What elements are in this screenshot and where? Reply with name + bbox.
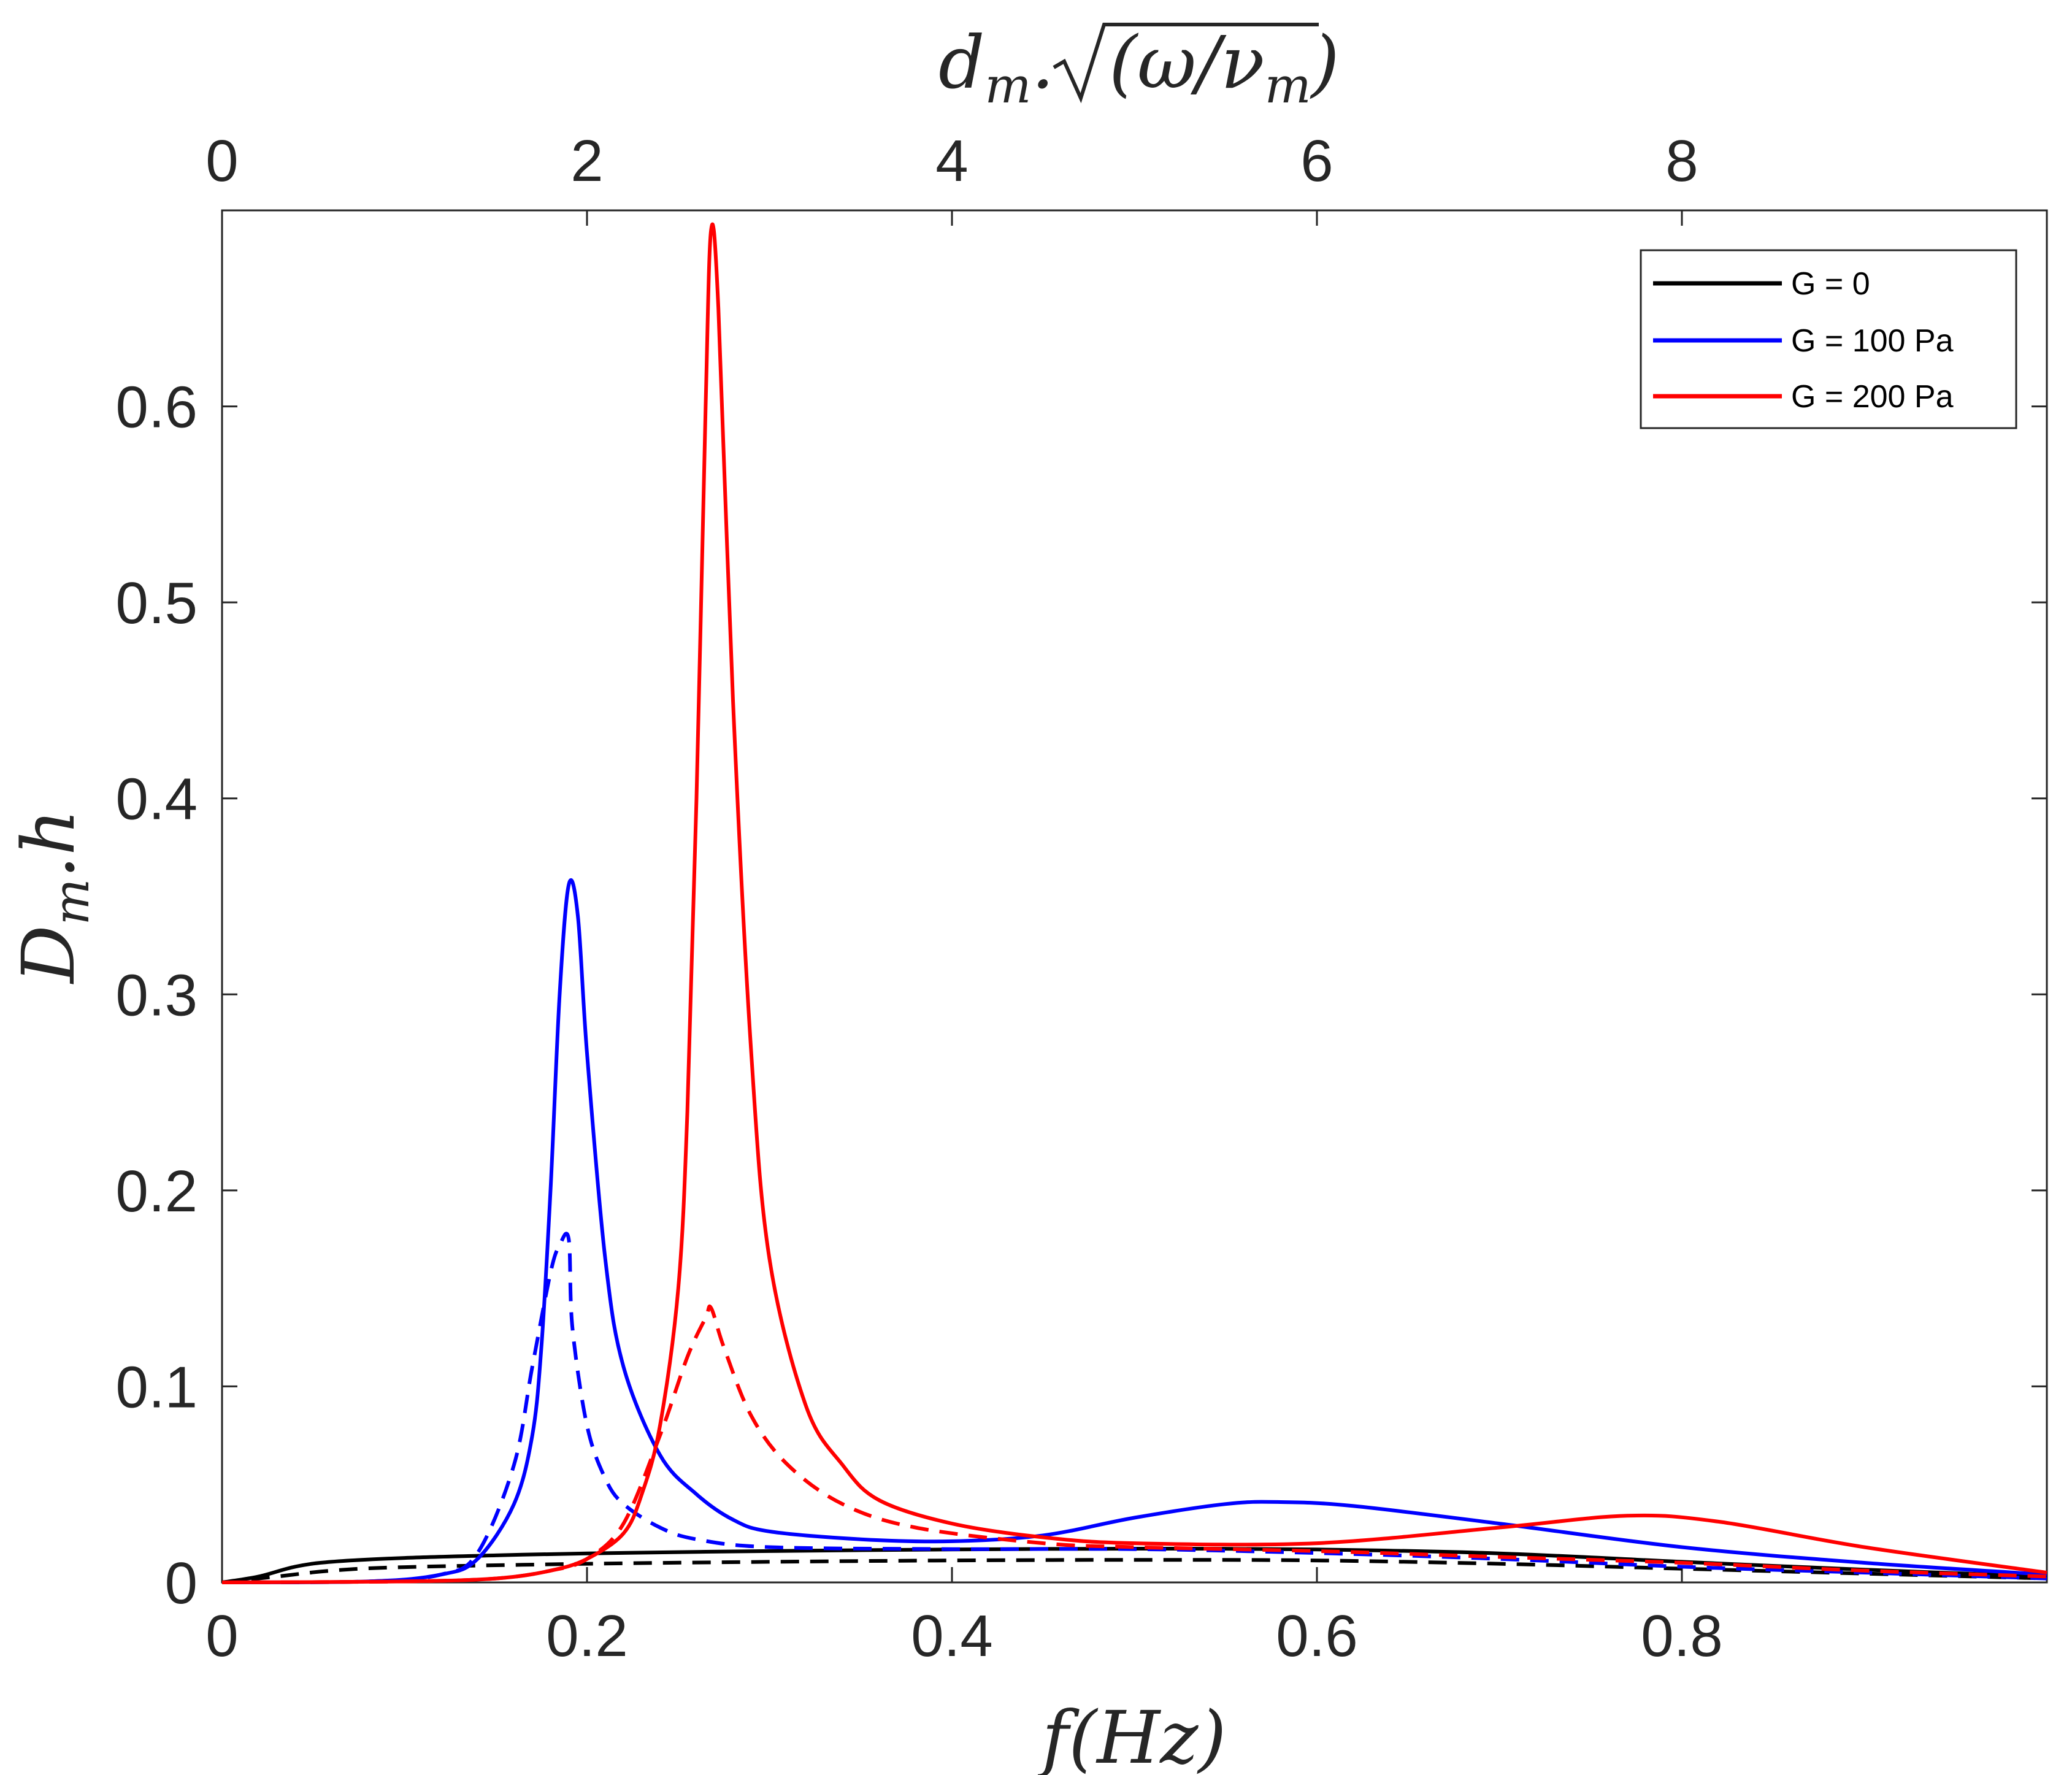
legend-label-g200: G = 200 Pa: [1791, 379, 1954, 415]
top-tick-label: 8: [1665, 128, 1698, 194]
x-tick-label: 0: [205, 1603, 238, 1669]
series-line-g-100-pa-solid: [221, 878, 2047, 1584]
y-tick-label: 0: [165, 1551, 198, 1616]
top-axis-title-sub: m: [985, 57, 1032, 114]
legend-label-g100: G = 100 Pa: [1791, 323, 1954, 359]
top-axis-title-radicand-close: ): [1310, 20, 1340, 105]
top-tick-label: 2: [570, 128, 603, 194]
legend-label-g0: G = 0: [1791, 266, 1870, 302]
svg-text:Dm.h: Dm.h: [6, 809, 100, 984]
y-axis-title: Dm.h: [6, 809, 100, 984]
top-axis-title-radicand-sub: m: [1265, 57, 1311, 114]
top-axis-title: dm. (ω/νm): [938, 20, 1340, 114]
top-tick-label: 0: [205, 128, 238, 194]
series-line-g-200-pa-dashed: [221, 1304, 2047, 1584]
x-axis-title: f(Hz): [1037, 1695, 1227, 1775]
legend: G = 0 G = 100 Pa G = 200 Pa: [1640, 249, 2017, 429]
y-axis-title-d: D: [6, 925, 91, 984]
y-tick-label: 0.2: [116, 1159, 198, 1224]
y-tick-label: 0.6: [116, 375, 198, 440]
y-axis-title-sub: m: [43, 879, 100, 926]
x-tick-label: 0.4: [911, 1603, 992, 1669]
y-tick-label: 0.5: [116, 570, 198, 636]
y-tick-label: 0.4: [116, 767, 198, 832]
plot-area: [221, 209, 2048, 1584]
y-axis-title-rest: .h: [6, 809, 91, 879]
y-tick-label: 0.1: [116, 1354, 198, 1420]
x-tick-label: 0.6: [1276, 1603, 1357, 1669]
tick-labels: 0 0.2 0.4 0.6 0.8 0 2 4 6 8 0 0.1 0.2 0.3 0.4 0.5 0.6: [116, 128, 1723, 1669]
x-tick-label: 0.8: [1641, 1603, 1722, 1669]
top-axis-title-radicand: (ω/ν: [1109, 20, 1265, 105]
svg-text:dm.: dm.: [938, 20, 1054, 114]
x-tick-label: 0.2: [546, 1603, 627, 1669]
series-layer: [221, 222, 2047, 1584]
top-axis-title-d: d: [938, 20, 985, 105]
sqrt-sign: [1053, 23, 1319, 104]
series-line-g-200-pa-solid: [221, 222, 2047, 1584]
top-axis-title-dot: .: [1031, 20, 1054, 105]
svg-text:(ω/νm): (ω/νm): [1109, 20, 1340, 114]
y-tick-label: 0.3: [116, 962, 198, 1028]
top-tick-label: 4: [935, 128, 968, 194]
series-line-g-100-pa-dashed: [221, 1232, 2047, 1584]
top-tick-label: 6: [1300, 128, 1333, 194]
